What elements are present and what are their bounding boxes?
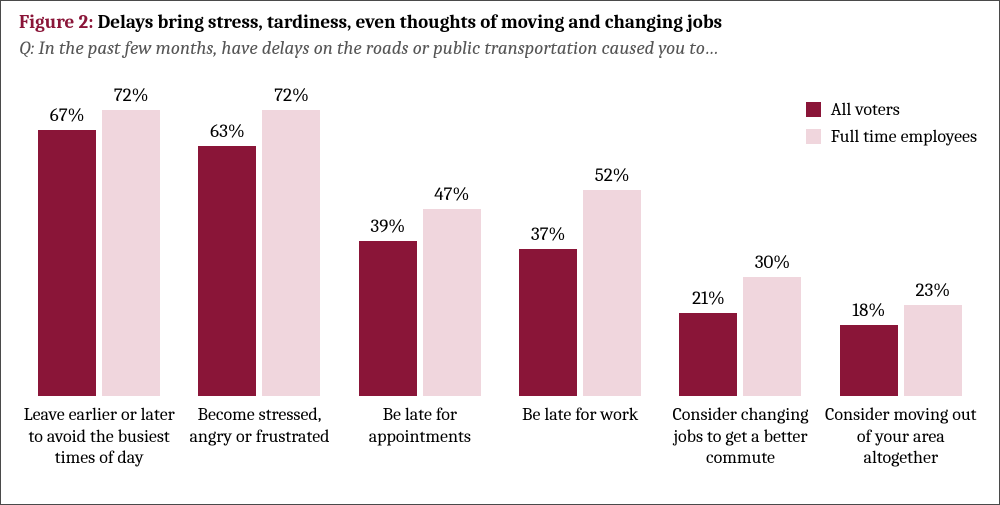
bar: 72%: [262, 110, 320, 396]
bar-area: 39%47%: [342, 79, 498, 397]
category-group: 21%30%Consider changing jobs to get a be…: [660, 79, 820, 499]
bar-value-label: 63%: [210, 120, 245, 142]
category-group: 18%23%Consider moving out of your area a…: [821, 79, 981, 499]
bar-value-label: 39%: [370, 215, 405, 237]
bar: 52%: [583, 190, 641, 396]
bar-area: 67%72%: [21, 79, 177, 397]
category-label: Be late for appointments: [342, 396, 498, 498]
figure-title: Figure 2: Delays bring stress, tardiness…: [19, 11, 981, 35]
category-group: 67%72%Leave earlier or later to avoid th…: [19, 79, 179, 499]
bar-area: 63%72%: [181, 79, 337, 397]
bar-value-label: 67%: [50, 104, 85, 126]
bar: 21%: [679, 313, 737, 396]
category-label: Be late for work: [502, 396, 658, 498]
bar-value-label: 30%: [755, 251, 791, 273]
category-label: Become stressed, angry or frustrated: [181, 396, 337, 498]
bar: 63%: [198, 146, 256, 396]
bar: 72%: [102, 110, 160, 396]
bar: 23%: [904, 305, 962, 396]
figure-label: Figure 2:: [19, 11, 93, 33]
bar-value-label: 23%: [915, 279, 950, 301]
bar-value-label: 72%: [114, 84, 149, 106]
category-label: Leave earlier or later to avoid the busi…: [21, 396, 177, 498]
bar: 18%: [840, 325, 898, 396]
bar: 47%: [423, 209, 481, 396]
bar-value-label: 47%: [434, 183, 469, 205]
bar: 67%: [38, 130, 96, 396]
category-label: Consider changing jobs to get a better c…: [662, 396, 818, 498]
figure-title-rest: Delays bring stress, tardiness, even tho…: [93, 11, 722, 33]
category-group: 63%72%Become stressed, angry or frustrat…: [179, 79, 339, 499]
bar: 39%: [359, 241, 417, 396]
bar-value-label: 52%: [595, 164, 630, 186]
bar-area: 21%30%: [662, 79, 818, 397]
bar: 37%: [519, 249, 577, 396]
bar-area: 18%23%: [823, 79, 979, 397]
figure-frame: Figure 2: Delays bring stress, tardiness…: [0, 0, 1000, 505]
bar-value-label: 18%: [852, 299, 885, 321]
category-label: Consider moving out of your area altoget…: [823, 396, 979, 498]
bar: 30%: [743, 277, 801, 396]
bar-value-label: 21%: [692, 287, 725, 309]
plot: 67%72%Leave earlier or later to avoid th…: [19, 79, 981, 499]
chart-area: All voters Full time employees 67%72%Lea…: [19, 69, 981, 499]
figure-subtitle: Q: In the past few months, have delays o…: [19, 37, 981, 61]
bar-area: 37%52%: [502, 79, 658, 397]
bar-value-label: 72%: [274, 84, 309, 106]
bar-value-label: 37%: [531, 223, 566, 245]
category-group: 37%52%Be late for work: [500, 79, 660, 499]
category-group: 39%47%Be late for appointments: [340, 79, 500, 499]
